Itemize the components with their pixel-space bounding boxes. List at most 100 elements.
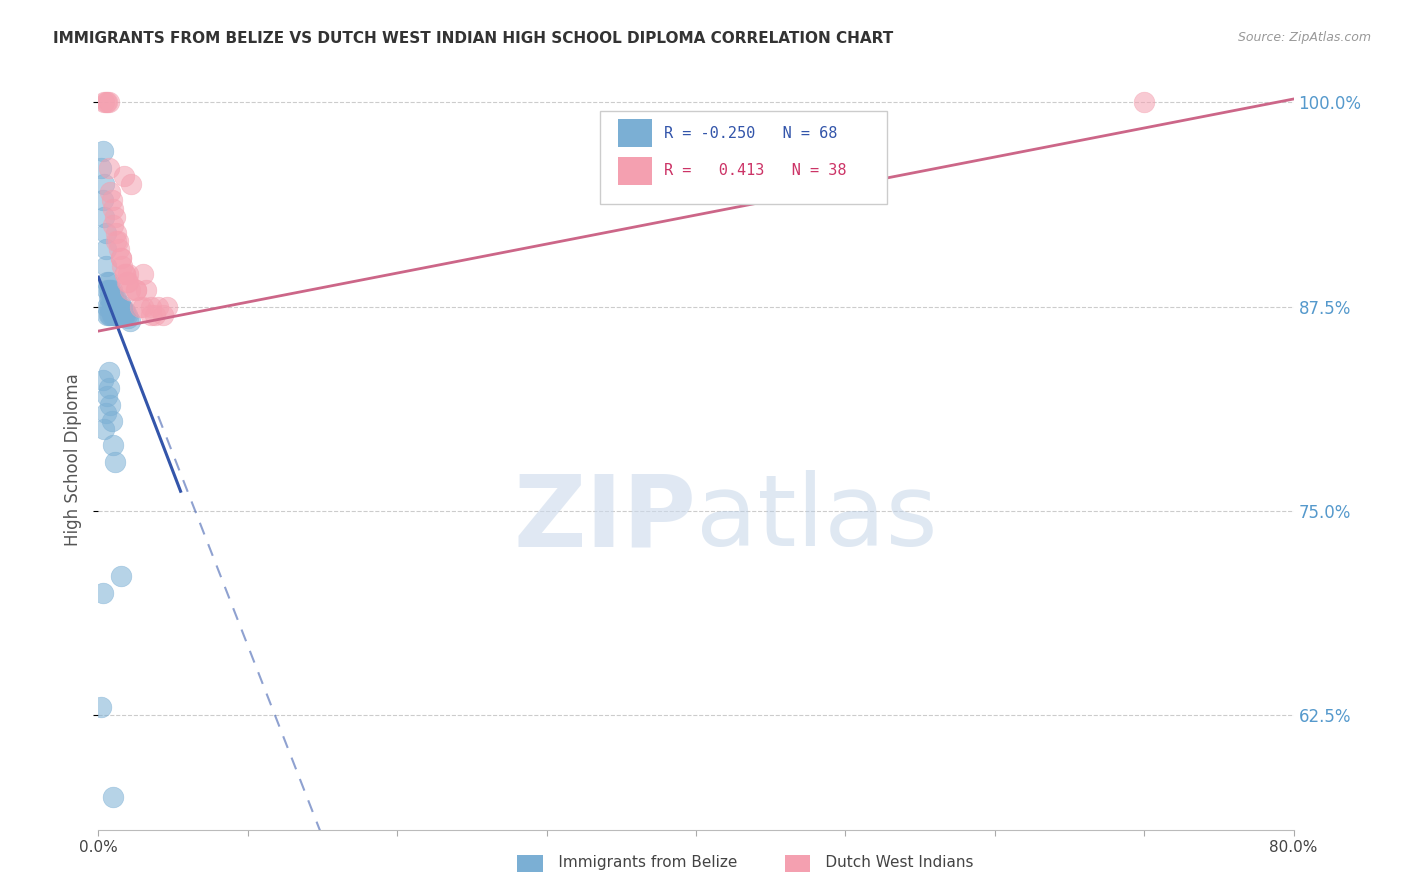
Point bbox=[112, 169, 135, 183]
Point bbox=[96, 283, 118, 297]
Point bbox=[97, 161, 120, 175]
Point bbox=[129, 300, 152, 314]
Point bbox=[110, 304, 132, 318]
Point bbox=[103, 202, 125, 216]
FancyBboxPatch shape bbox=[600, 112, 887, 204]
Bar bbox=[517, 855, 543, 872]
Point bbox=[115, 275, 138, 289]
Bar bbox=[785, 855, 810, 872]
Point bbox=[97, 308, 120, 322]
Point bbox=[112, 304, 135, 318]
Point bbox=[96, 275, 118, 289]
Point bbox=[91, 194, 114, 208]
Point bbox=[139, 300, 162, 314]
Point bbox=[103, 438, 125, 452]
Point bbox=[97, 292, 120, 306]
Point bbox=[104, 308, 127, 322]
Point bbox=[105, 308, 128, 322]
Point bbox=[103, 304, 125, 318]
Point bbox=[96, 308, 118, 322]
Point bbox=[152, 308, 174, 322]
Point bbox=[103, 789, 125, 804]
Point bbox=[97, 365, 120, 379]
Text: ZIP: ZIP bbox=[513, 470, 696, 567]
Point bbox=[94, 259, 117, 273]
Point bbox=[143, 308, 166, 322]
Point bbox=[135, 283, 157, 297]
Point bbox=[114, 267, 136, 281]
Point bbox=[98, 300, 122, 314]
Point bbox=[110, 251, 132, 265]
Text: Dutch West Indians: Dutch West Indians bbox=[801, 855, 974, 870]
Point bbox=[94, 406, 117, 420]
Point bbox=[103, 218, 125, 232]
Point bbox=[103, 301, 125, 316]
Point bbox=[104, 455, 127, 469]
Point bbox=[148, 300, 170, 314]
Point bbox=[93, 422, 115, 436]
Point bbox=[93, 177, 115, 191]
Point bbox=[96, 389, 118, 403]
Point bbox=[90, 161, 112, 175]
Point bbox=[98, 398, 122, 412]
Point bbox=[139, 308, 162, 322]
Point bbox=[98, 292, 122, 306]
Point bbox=[101, 283, 124, 297]
Point bbox=[105, 292, 128, 306]
Point bbox=[118, 283, 141, 297]
Point bbox=[111, 308, 134, 322]
Point bbox=[93, 210, 115, 224]
Point bbox=[125, 283, 148, 297]
Text: R = -0.250   N = 68: R = -0.250 N = 68 bbox=[664, 126, 837, 141]
Point bbox=[117, 267, 139, 281]
Point bbox=[93, 95, 115, 110]
Text: R =   0.413   N = 38: R = 0.413 N = 38 bbox=[664, 163, 846, 178]
Text: Immigrants from Belize: Immigrants from Belize bbox=[534, 855, 738, 870]
Point bbox=[96, 95, 118, 110]
Point bbox=[101, 308, 124, 322]
Point bbox=[98, 308, 122, 322]
Point bbox=[91, 585, 114, 599]
Point bbox=[115, 308, 138, 322]
Point bbox=[108, 243, 131, 257]
Point bbox=[111, 259, 134, 273]
Point bbox=[125, 283, 148, 297]
Point bbox=[108, 300, 131, 314]
Point bbox=[90, 700, 112, 714]
Point bbox=[98, 283, 122, 297]
Point bbox=[111, 301, 134, 316]
Point bbox=[91, 373, 114, 387]
Point bbox=[97, 95, 120, 110]
Point bbox=[101, 414, 124, 428]
Point bbox=[91, 145, 114, 159]
Point bbox=[107, 308, 129, 322]
Point bbox=[110, 569, 132, 583]
Bar bbox=[619, 157, 652, 185]
Point bbox=[110, 308, 132, 322]
Point bbox=[103, 288, 125, 302]
Point bbox=[94, 243, 117, 257]
Point bbox=[108, 308, 131, 322]
Point bbox=[112, 308, 135, 322]
Point bbox=[105, 226, 128, 240]
Point bbox=[110, 298, 132, 312]
Point bbox=[132, 267, 155, 281]
Point bbox=[97, 300, 120, 314]
Point bbox=[117, 275, 139, 289]
Point bbox=[98, 185, 122, 199]
Point bbox=[101, 292, 124, 306]
Text: Source: ZipAtlas.com: Source: ZipAtlas.com bbox=[1237, 31, 1371, 45]
Text: atlas: atlas bbox=[696, 470, 938, 567]
Point bbox=[97, 275, 120, 289]
Point bbox=[107, 234, 129, 248]
Point bbox=[94, 226, 117, 240]
Point bbox=[117, 311, 139, 326]
Point bbox=[105, 234, 128, 248]
Point bbox=[107, 300, 129, 314]
Point bbox=[103, 298, 125, 312]
Point bbox=[104, 210, 127, 224]
Point bbox=[103, 308, 125, 322]
Point bbox=[114, 267, 136, 281]
Point bbox=[101, 300, 124, 314]
Point bbox=[114, 308, 136, 322]
